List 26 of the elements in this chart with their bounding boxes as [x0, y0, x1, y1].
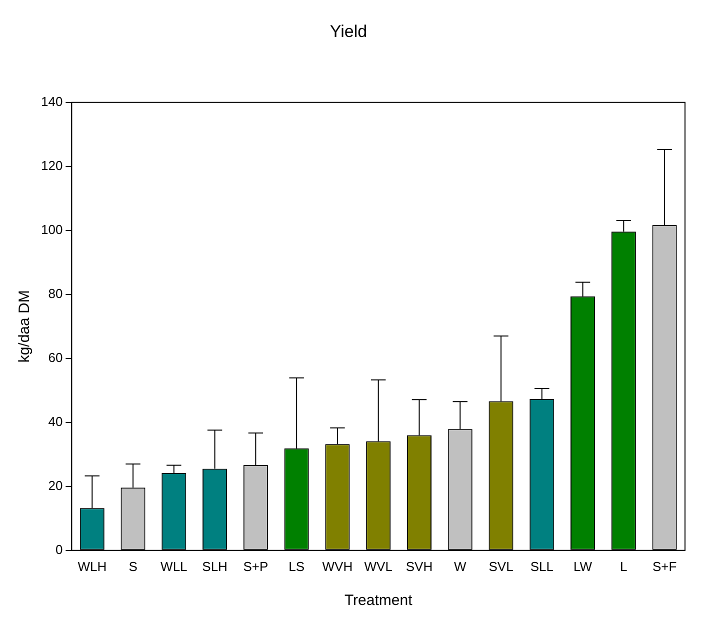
x-tick-label: LW: [574, 558, 593, 574]
x-tick-label: L: [620, 558, 628, 574]
x-tick-label: SLL: [530, 558, 554, 574]
x-tick-label: LS: [288, 558, 305, 574]
y-tick-label: 40: [48, 414, 63, 429]
y-tick-label: 60: [48, 350, 63, 365]
y-tick-label: 140: [40, 94, 63, 109]
x-tick-label: WLL: [160, 558, 188, 574]
y-tick-label: 0: [55, 542, 63, 557]
x-tick-label: SLH: [202, 558, 228, 574]
y-axis-title: kg/daa DM: [16, 290, 34, 363]
y-tick-label: 120: [40, 158, 63, 173]
x-tick-label: W: [454, 558, 467, 574]
x-tick-label: WLH: [78, 558, 107, 574]
y-tick-label: 100: [40, 222, 63, 237]
y-tick-label: 20: [48, 478, 63, 493]
x-tick-label: S+F: [652, 558, 677, 574]
x-tick-label: SVL: [488, 558, 514, 574]
x-tick-label: WVH: [322, 558, 353, 574]
y-tick-label: 80: [48, 286, 63, 301]
x-tick-label: S: [128, 558, 138, 574]
x-axis-title: Treatment: [344, 592, 414, 610]
x-tick-label: S+P: [243, 558, 268, 574]
x-tick-label: WVL: [364, 558, 392, 574]
x-tick-label: SVH: [406, 558, 433, 574]
chart-title: Yield: [330, 22, 368, 41]
